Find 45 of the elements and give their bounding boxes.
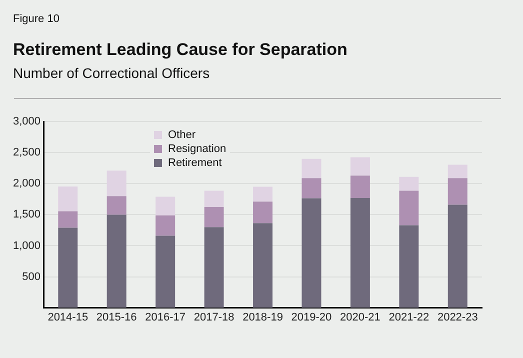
chart-title: Retirement Leading Cause for Separation [13, 40, 348, 60]
bar [399, 225, 419, 308]
bar [204, 190, 224, 207]
legend-label: Retirement [168, 157, 222, 169]
y-tick-label: 2,500 [12, 146, 41, 159]
bar [58, 228, 78, 308]
y-tick-label: 500 [22, 270, 41, 283]
caption: Figure 10 [13, 13, 60, 25]
y-tick-label: 2,000 [12, 178, 41, 190]
bar [399, 190, 419, 226]
bar [106, 214, 126, 308]
bar [204, 227, 224, 308]
x-tick-label: 2022-23 [437, 311, 478, 324]
x-tick-label: 2019-20 [291, 311, 332, 324]
legend-label: Other [168, 129, 196, 141]
bar [350, 157, 370, 176]
bar [156, 215, 176, 236]
x-tick-label: 2021-22 [388, 311, 430, 324]
bar [253, 202, 273, 224]
bar [204, 206, 224, 228]
x-tick-label: 2015-16 [96, 311, 137, 324]
bar [448, 204, 468, 308]
bar [302, 158, 322, 178]
bar [448, 164, 468, 178]
y-tick-label: 1,000 [12, 240, 41, 252]
bar [58, 211, 78, 228]
bar [350, 198, 370, 308]
y-tick-label: 3,000 [12, 116, 41, 128]
x-tick-label: 2014-15 [48, 311, 88, 324]
x-tick-label: 2017-18 [194, 311, 234, 324]
bar [106, 196, 126, 215]
legend-label: Resignation [168, 143, 226, 155]
chart-subtitle: Number of Correctional Officers [13, 65, 210, 81]
x-tick-label: 2020-21 [340, 311, 380, 324]
bar [156, 236, 176, 308]
bar [253, 223, 273, 308]
bar [58, 186, 78, 212]
bar [302, 178, 322, 198]
x-tick-label: 2018-19 [242, 311, 283, 324]
x-tick-label: 2016-17 [145, 311, 186, 324]
y-tick-label: 1,500 [12, 208, 41, 221]
bar [253, 186, 273, 202]
bar [302, 198, 322, 308]
bar [350, 176, 370, 198]
bar [448, 178, 468, 205]
